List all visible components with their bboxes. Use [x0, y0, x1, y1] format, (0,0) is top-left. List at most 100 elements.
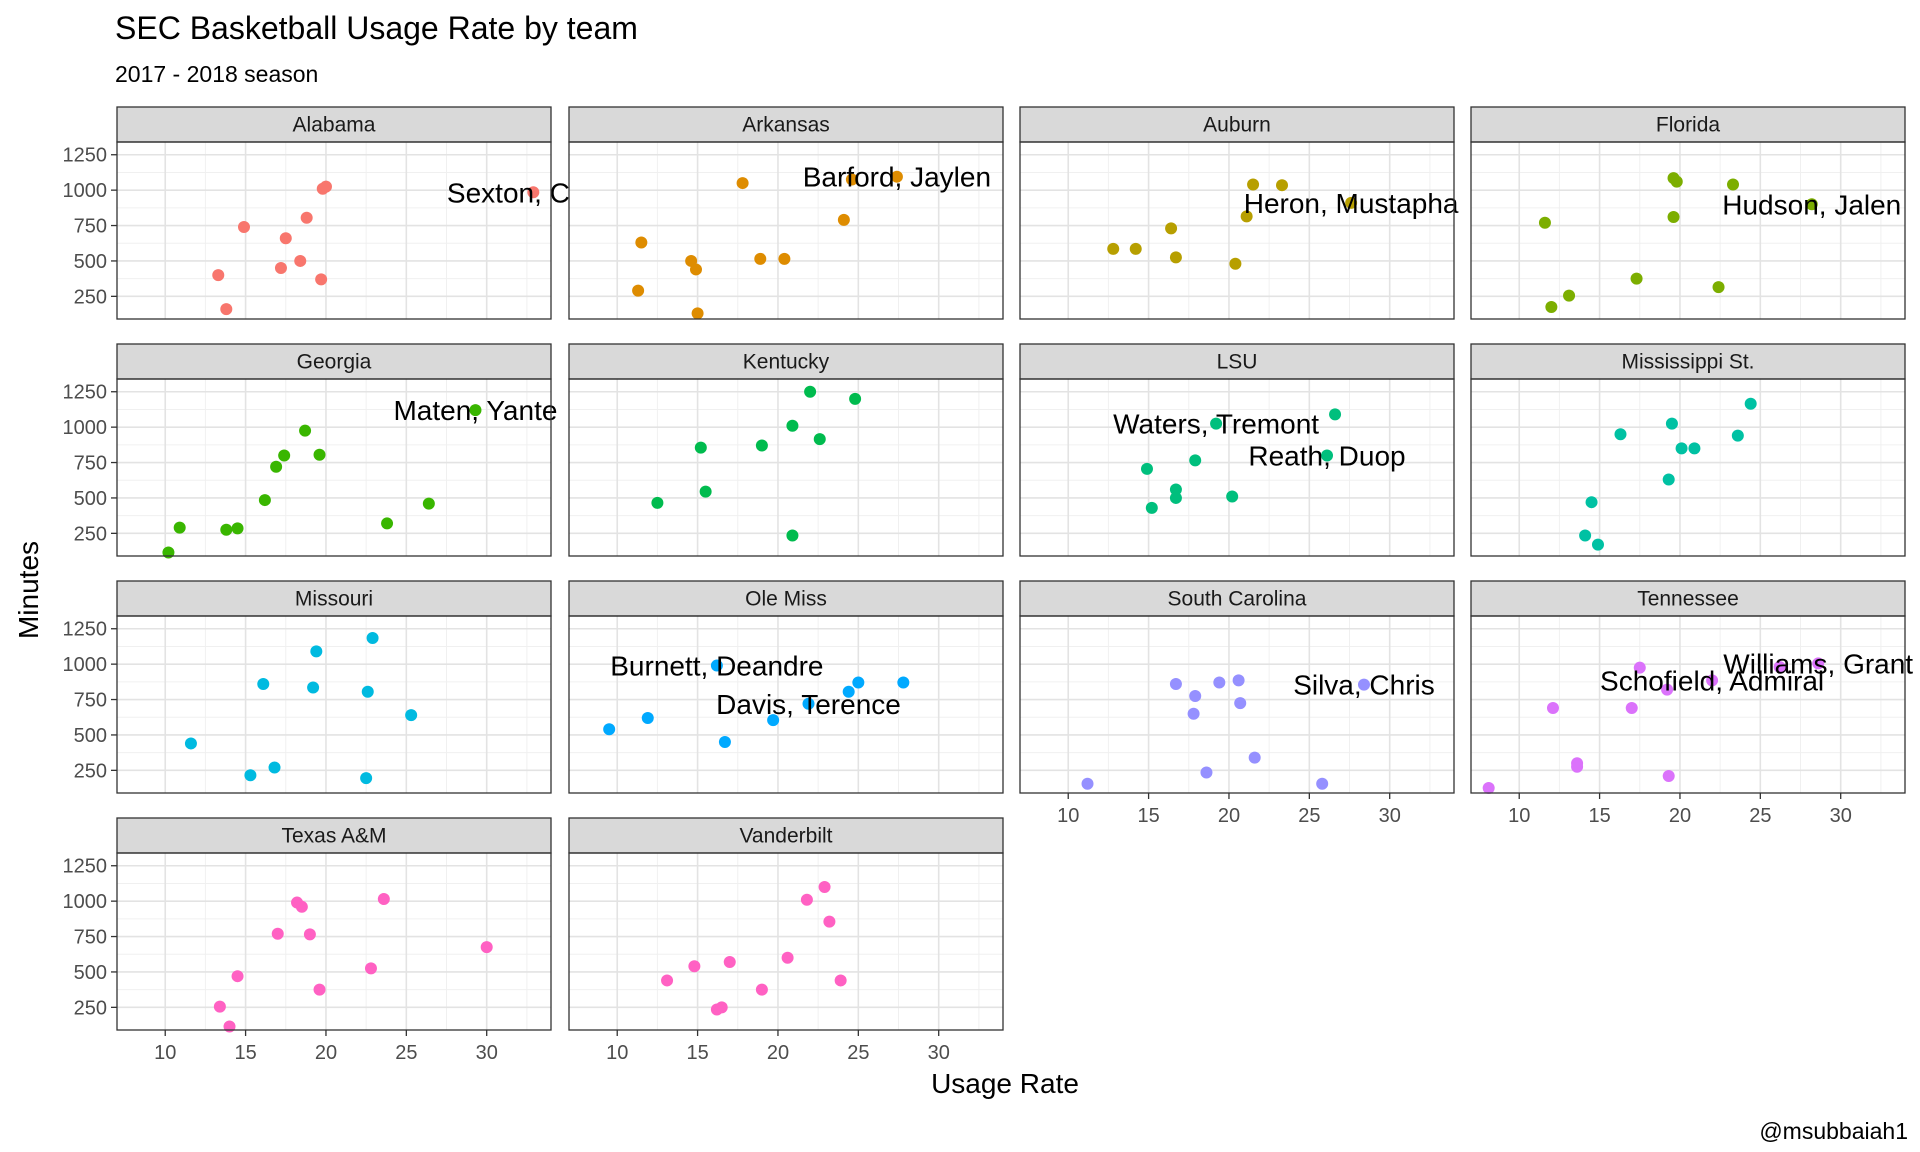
data-point [223, 1020, 236, 1033]
data-point [313, 448, 326, 461]
facet-strip [116, 817, 552, 854]
data-point [1571, 760, 1584, 773]
chart-subtitle: 2017 - 2018 season [115, 61, 318, 87]
y-tick-label: 750 [74, 927, 107, 949]
facet-florida: Florida Hudson, Jalen [1470, 106, 1906, 320]
facet-strip-label: Arkansas [742, 114, 830, 137]
y-tick-label: 750 [74, 216, 107, 238]
data-point [1731, 429, 1744, 442]
data-point [1232, 674, 1245, 687]
data-point [1667, 211, 1680, 224]
data-point [849, 392, 862, 405]
facet-kentucky: Kentucky [568, 343, 1004, 557]
panel-border [1470, 378, 1906, 557]
data-point [1189, 454, 1202, 467]
facet-strip [1019, 580, 1455, 617]
panel-border [1019, 378, 1455, 557]
data-point [1546, 702, 1559, 715]
data-point [754, 252, 767, 265]
data-point [300, 211, 313, 224]
data-point [699, 485, 712, 498]
panel-background [1471, 616, 1905, 793]
facet-auburn: Auburn Heron, Mustapha [1019, 106, 1459, 320]
data-point [1625, 702, 1638, 715]
facet-strip [116, 580, 552, 617]
data-point [315, 273, 328, 286]
panel-background [117, 616, 551, 793]
data-point [1662, 473, 1675, 486]
facet-strip-label: Ole Miss [745, 588, 827, 611]
data-point [294, 254, 307, 267]
chart-title: SEC Basketball Usage Rate by team [115, 10, 638, 46]
y-tick-label: 1250 [63, 382, 108, 404]
data-point [661, 974, 674, 987]
data-point [1633, 661, 1646, 674]
facet-strip [116, 343, 552, 380]
x-tick-label: 30 [928, 1042, 950, 1064]
facet-mississippi-st: Mississippi St. [1470, 343, 1906, 557]
data-point [1145, 501, 1158, 514]
data-point [307, 681, 320, 694]
x-tick-label: 25 [847, 1042, 869, 1064]
data-point [278, 449, 291, 462]
data-point [635, 236, 648, 249]
data-point [381, 517, 394, 530]
facet-strip-label: LSU [1217, 351, 1258, 374]
facet-strip-label: Auburn [1203, 114, 1271, 137]
y-tick-label: 1000 [63, 417, 108, 439]
facet-strip-label: Georgia [297, 351, 372, 374]
x-tick-label: 30 [1830, 805, 1852, 827]
data-point [258, 494, 271, 507]
point-label: Waters, Tremont [1113, 409, 1319, 440]
panel-border [1470, 615, 1906, 794]
x-tick-label: 15 [1137, 805, 1159, 827]
y-tick-label: 1000 [63, 654, 108, 676]
data-point [377, 893, 390, 906]
y-tick-label: 500 [74, 962, 107, 984]
point-label: Silva, Chris [1293, 670, 1435, 701]
data-point [1240, 210, 1253, 223]
facet-strip-label: Texas A&M [281, 825, 386, 848]
data-point [303, 928, 316, 941]
data-point [786, 419, 799, 432]
data-point [1081, 777, 1094, 790]
panel-border [568, 852, 1004, 1031]
point-label: Burnett, Deandre [610, 651, 823, 682]
data-point [755, 439, 768, 452]
data-point [1169, 491, 1182, 504]
y-tick-label: 1250 [63, 619, 108, 641]
point-label: Maten, Yante [393, 395, 557, 426]
panel-border [1019, 615, 1455, 794]
y-tick-label: 1250 [63, 856, 108, 878]
data-point [184, 737, 197, 750]
facet-strip [1470, 343, 1906, 380]
x-tick-label: 15 [1588, 805, 1610, 827]
data-point [736, 177, 749, 190]
data-point [800, 893, 813, 906]
x-tick-label: 15 [234, 1042, 256, 1064]
data-point [213, 1000, 226, 1013]
panel-border [568, 615, 1004, 794]
data-point [231, 522, 244, 535]
data-point [1591, 538, 1604, 551]
data-point [405, 709, 418, 722]
x-tick-label: 30 [1379, 805, 1401, 827]
data-point [364, 962, 377, 975]
data-point [897, 676, 910, 689]
data-point [237, 220, 250, 233]
data-point [1727, 178, 1740, 191]
panel-background [117, 142, 551, 319]
data-point [1545, 300, 1558, 313]
data-point [1107, 242, 1120, 255]
x-tick-label: 20 [1218, 805, 1240, 827]
data-point [1706, 674, 1719, 687]
x-axis-title: Usage Rate [931, 1068, 1079, 1099]
data-point [1187, 707, 1200, 720]
panel-background [1471, 142, 1905, 319]
data-point [688, 960, 701, 973]
data-point [1744, 397, 1757, 410]
panel-border [116, 852, 552, 1031]
panel-background [1020, 379, 1454, 556]
data-point [723, 956, 736, 969]
